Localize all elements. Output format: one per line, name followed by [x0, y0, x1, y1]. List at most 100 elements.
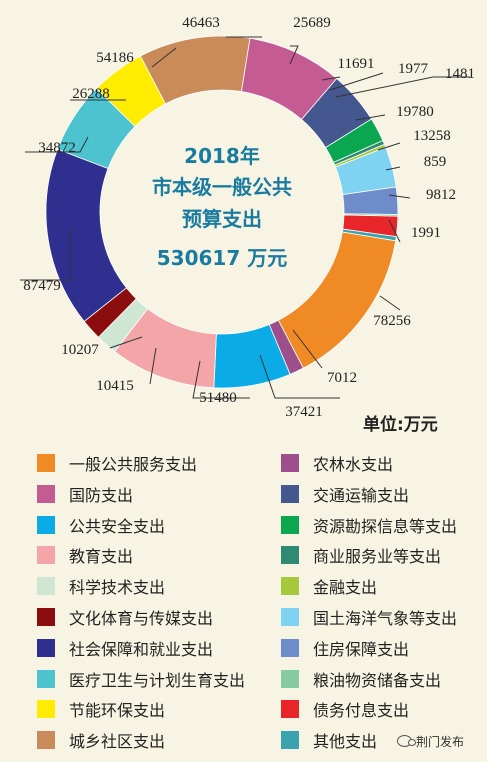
value-label-8: 26288: [72, 86, 110, 102]
leader-line-16: [377, 142, 401, 151]
legend-label: 节能环保支出: [69, 701, 166, 721]
value-label-12: 11691: [338, 56, 375, 72]
legend-swatch: [281, 484, 299, 503]
legend-label: 住房保障支出: [313, 639, 410, 659]
unit-label: 单位:万元: [363, 415, 438, 435]
legend-item-15: 国土海洋气象等支出: [281, 606, 457, 628]
legend-swatch: [37, 638, 55, 657]
legend-swatch: [37, 608, 55, 626]
leader-line-0: [379, 295, 401, 311]
value-label-1: 7012: [327, 370, 357, 386]
legend-item-14: 金融支出: [281, 575, 377, 597]
watermark: 荆门发布: [397, 731, 464, 751]
legend-swatch: [37, 454, 55, 472]
legend-label: 一般公共服务支出: [69, 455, 198, 474]
leader-line-1: [292, 329, 323, 369]
legend-item-3: 教育支出: [37, 544, 133, 566]
slice-6: [45, 148, 128, 322]
legend-swatch: [281, 454, 299, 472]
legend-swatch: [37, 546, 55, 565]
leader-line-17: [385, 166, 401, 171]
legend-swatch: [281, 608, 299, 626]
legend-label: 文化体育与传媒支出: [69, 609, 214, 628]
slice-0: [277, 231, 397, 369]
center-title: 2018年: [184, 144, 260, 168]
legend-label: 国土海洋气象等支出: [313, 609, 458, 628]
watermark-text: 荆门发布: [416, 734, 465, 749]
legend-label: 资源勘探信息等支出: [313, 516, 458, 536]
leader-line-3: [192, 360, 250, 399]
value-label-14: 1481: [445, 66, 475, 82]
legend-item-18: 债务付息支出: [281, 698, 409, 720]
legend-item-19: 其他支出: [281, 729, 377, 751]
legend-item-6: 社会保障和就业支出: [37, 637, 213, 659]
legend-swatch: [37, 577, 55, 596]
legend-label: 粮油物资储备支出: [313, 670, 442, 690]
legend-item-1: 农林水支出: [281, 452, 393, 474]
legend-label: 国防支出: [69, 485, 134, 505]
leader-line-14: [335, 76, 470, 98]
value-label-7: 34872: [38, 140, 76, 156]
legend-swatch: [37, 515, 55, 534]
leader-line-15: [355, 114, 386, 121]
legend-item-16: 住房保障支出: [281, 637, 409, 659]
value-label-3: 51480: [199, 390, 237, 406]
legend-label: 社会保障和就业支出: [69, 639, 214, 659]
donut-slices: [45, 35, 399, 389]
value-label-6: 87479: [23, 278, 61, 294]
legend-swatch: [281, 700, 299, 719]
value-label-13: 1977: [398, 61, 429, 77]
legend-swatch: [281, 638, 299, 657]
leader-lines: [20, 36, 470, 399]
legend-item-4: 科学技术支出: [37, 575, 165, 597]
leader-line-6: [20, 228, 71, 281]
donut-chart: 78256 7012 37421 51480 10415 10207 87479 34872 2…: [20, 15, 475, 420]
leader-line-5: [109, 336, 143, 349]
value-label-0: 78256: [373, 313, 411, 329]
value-label-2: 37421: [285, 404, 323, 420]
legend-label: 交通运输支出: [313, 485, 410, 505]
legend-label: 债务付息支出: [313, 701, 410, 721]
value-label-15: 19780: [396, 104, 434, 120]
value-labels: 78256 7012 37421 51480 10415 10207 87479 34872 2…: [23, 15, 475, 420]
legend-item-0: 一般公共服务支出: [37, 452, 197, 474]
legend-item-5: 文化体育与传媒支出: [37, 606, 213, 628]
legend-swatch: [37, 731, 55, 750]
legend-item-8: 节能环保支出: [37, 698, 165, 720]
value-label-16: 13258: [413, 128, 451, 144]
center-subtitle-line2: 预算支出: [182, 207, 262, 231]
value-label-9: 54186: [96, 50, 134, 66]
wechat-icon: [397, 735, 416, 747]
legend-item-9: 城乡社区支出: [37, 729, 165, 751]
legend-item-17: 粮油物资储备支出: [281, 668, 441, 690]
legend-label: 教育支出: [69, 547, 134, 567]
leader-line-7: [25, 136, 89, 153]
legend-swatch: [281, 731, 299, 750]
leader-line-4: [149, 347, 157, 385]
legend-label: 其他支出: [313, 732, 378, 752]
leader-line-12: [321, 76, 341, 81]
legend-swatch: [281, 577, 299, 596]
leader-line-9: [151, 47, 177, 68]
legend-label: 医疗卫生与计划生育支出: [69, 670, 246, 690]
leader-line-18: [388, 194, 411, 199]
legend-swatch: [37, 484, 55, 503]
legend-label: 金融支出: [313, 578, 378, 598]
legend-label: 商业服务业等支出: [313, 547, 442, 567]
legend-item-11: 交通运输支出: [281, 483, 409, 505]
legend-item-7: 医疗卫生与计划生育支出: [37, 668, 245, 690]
value-label-11: 25689: [293, 15, 331, 31]
center-total: 530617 万元: [157, 246, 287, 270]
value-label-10: 46463: [182, 15, 220, 31]
legend-label: 城乡社区支出: [69, 732, 166, 752]
leader-line-19: [388, 219, 401, 243]
legend-swatch: [281, 546, 299, 565]
legend-label: 科学技术支出: [69, 578, 166, 598]
legend-item-10: 国防支出: [37, 483, 133, 505]
value-label-19: 1991: [411, 225, 441, 241]
legend-swatch: [37, 669, 55, 688]
leader-line-13: [329, 72, 384, 91]
value-label-17: 859: [424, 154, 447, 170]
value-label-18: 9812: [426, 187, 456, 203]
leader-line-2: [259, 354, 340, 399]
